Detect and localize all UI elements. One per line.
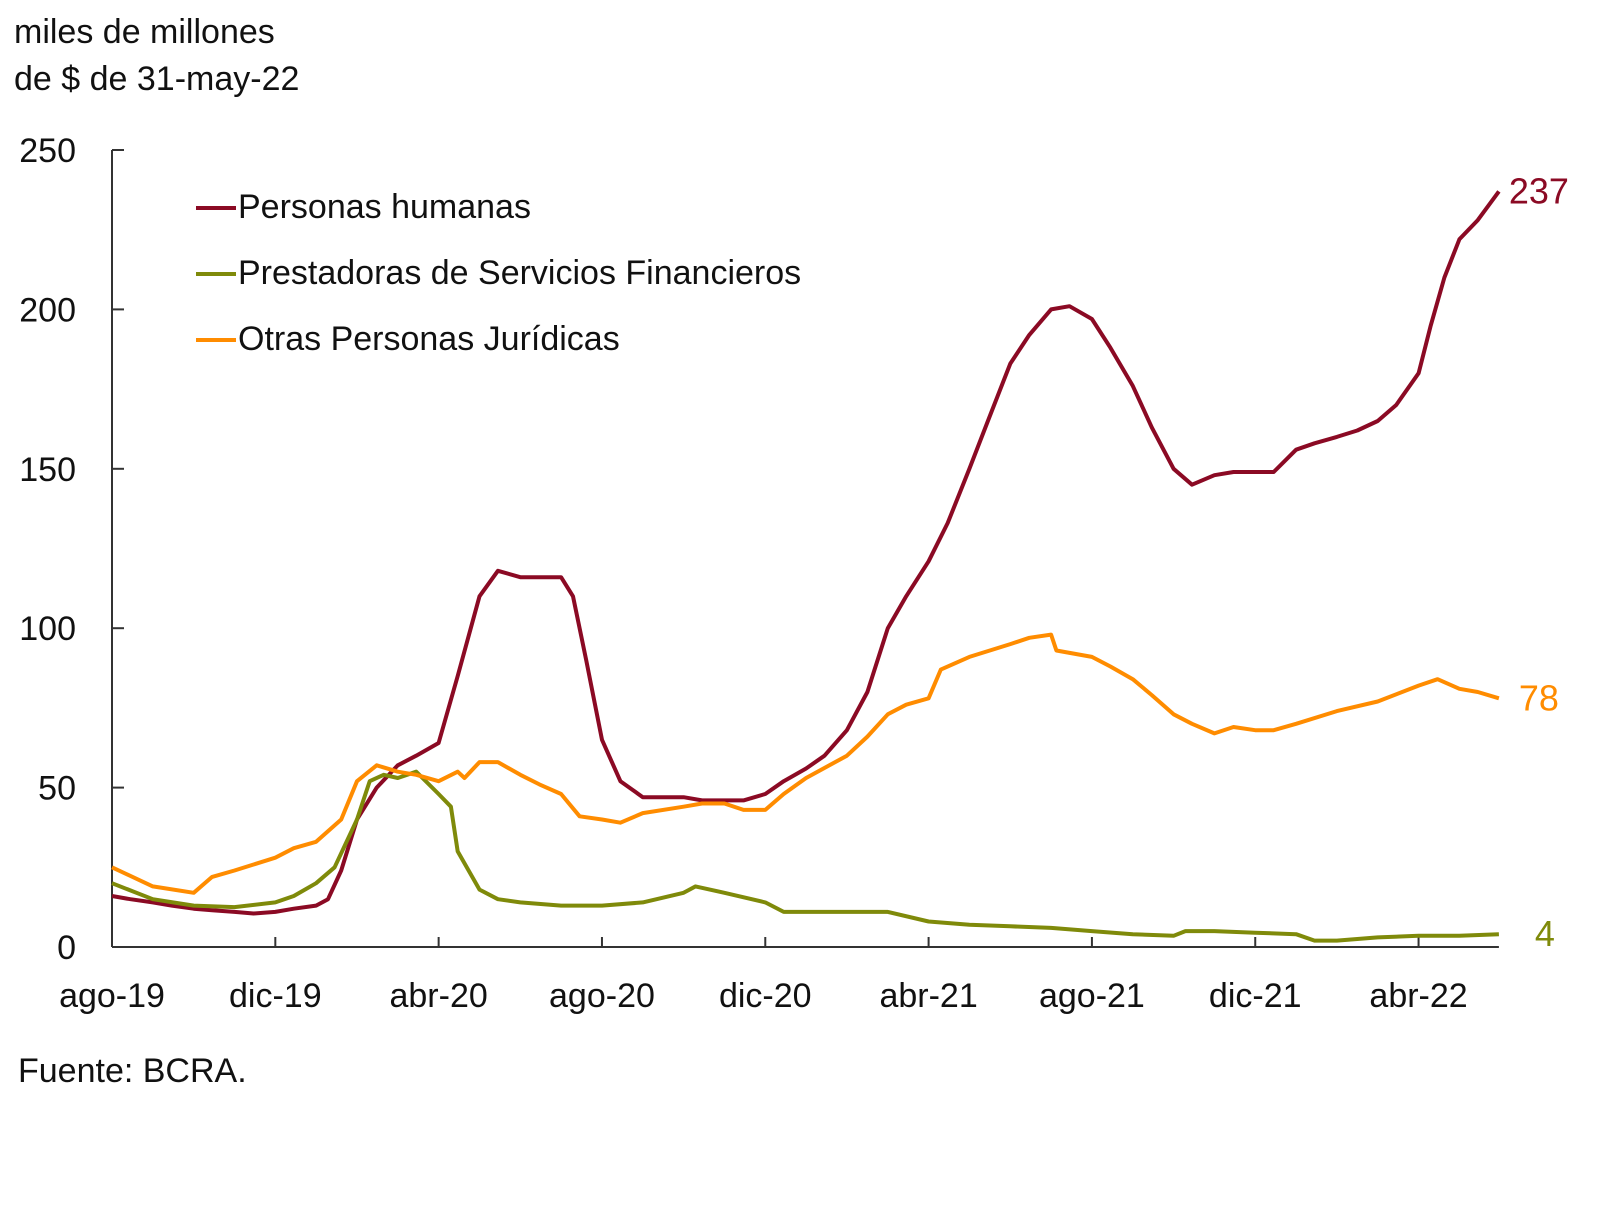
source-note: Fuente: BCRA. (18, 1052, 247, 1090)
series-line-3 (111, 632, 1500, 895)
y-axis-label-line1: miles de millones (14, 13, 275, 51)
y-tick-label: 200 (19, 291, 76, 329)
series-line-1 (111, 190, 1501, 916)
x-tick-label: ago-21 (1039, 977, 1145, 1015)
legend-label: Prestadoras de Servicios Financieros (238, 254, 801, 292)
x-tick-label: abr-22 (1369, 977, 1467, 1015)
end-labels: 237 4 78 (1509, 170, 1569, 954)
x-tick-label: ago-20 (549, 977, 655, 1015)
end-value-label: 4 (1535, 913, 1555, 954)
legend-label: Personas humanas (238, 188, 531, 226)
x-tick-label: ago-19 (59, 977, 165, 1015)
series-lines (111, 190, 1501, 943)
y-tick-label: 100 (19, 610, 76, 648)
y-tick-label: 50 (38, 770, 76, 808)
x-tick-label: abr-21 (879, 977, 977, 1015)
series-line-2 (111, 769, 1499, 943)
x-tick-label: dic-19 (229, 977, 322, 1015)
x-tick-label: dic-20 (719, 977, 812, 1015)
y-tick-label: 250 (19, 132, 76, 170)
axes: 0 50 100 150 200 250 ago-19 dic-19 abr-20 ago-20 d… (19, 132, 1499, 1015)
x-tick-label: abr-20 (389, 977, 487, 1015)
legend-label: Otras Personas Jurídicas (238, 320, 620, 358)
end-value-label: 78 (1519, 677, 1559, 718)
end-value-label: 237 (1509, 170, 1569, 211)
y-axis-label-line2: de $ de 31-may-22 (14, 60, 299, 98)
x-tick-label: dic-21 (1209, 977, 1302, 1015)
legend: Personas humanas Prestadoras de Servicios… (196, 188, 801, 358)
y-tick-label: 0 (57, 929, 76, 967)
y-tick-label: 150 (19, 451, 76, 489)
